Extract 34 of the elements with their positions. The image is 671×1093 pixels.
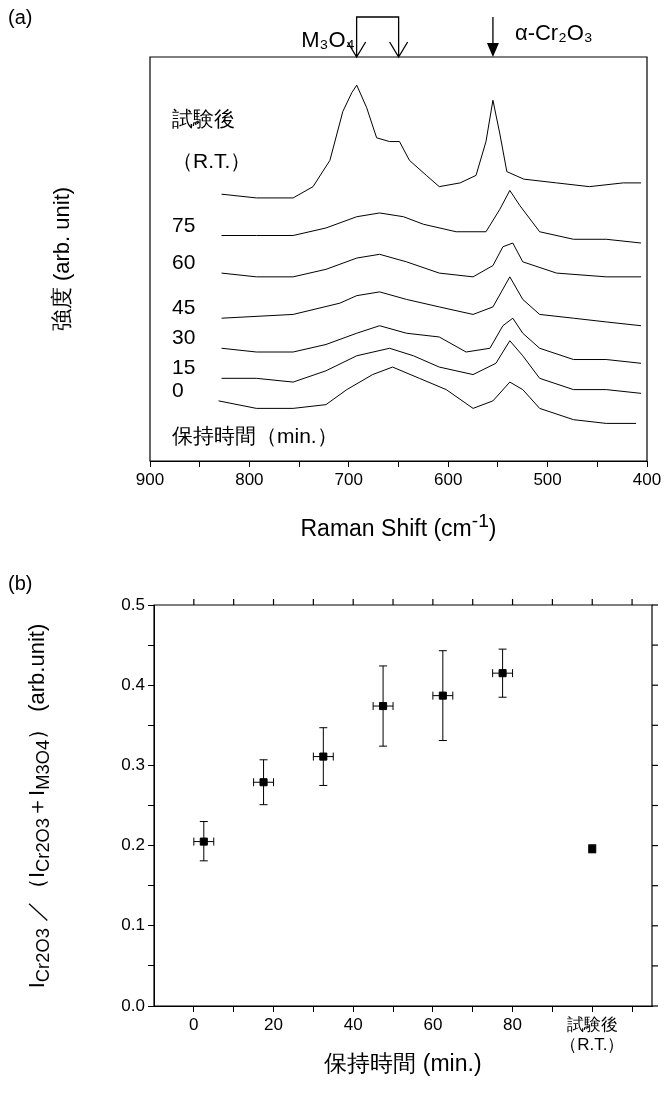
x-tick-label: 0 [189, 1014, 199, 1034]
y-tick-label: 0.1 [121, 915, 145, 935]
series-label: 45 [172, 295, 196, 319]
series-label: 0 [172, 377, 184, 401]
legend-title: 保持時間（min.） [172, 424, 338, 447]
y-tick-label: 0.3 [121, 755, 145, 775]
x-tick-label: 500 [533, 469, 562, 489]
x-tick-label: 800 [235, 469, 264, 489]
series-label: 30 [172, 325, 196, 349]
x-tick-label: 20 [264, 1014, 283, 1034]
y-tick-label: 0.0 [121, 995, 145, 1015]
x-tick-label: 80 [503, 1014, 523, 1034]
series-label: 75 [172, 212, 196, 236]
text: α-Cr₂O₃ [514, 20, 593, 45]
chart-title: (b) [8, 572, 33, 595]
y-tick-label: 0.2 [121, 835, 145, 855]
text: M₃O₄ [301, 27, 355, 52]
y-tick-label: 0.5 [121, 594, 145, 614]
x-tick-label: 40 [343, 1014, 363, 1034]
y-tick-label: 0.4 [121, 674, 145, 694]
x-tick-label: 700 [334, 469, 363, 489]
series-label: 60 [172, 250, 196, 274]
x-tick-label: 400 [632, 469, 662, 489]
series-label: 15 [172, 355, 196, 379]
chart-title: (a) [8, 6, 33, 29]
x-tick-label: 600 [434, 469, 463, 489]
x-axis-title: Raman Shift (cm$^{-1}$) [300, 510, 497, 542]
y-axis-title: 強度 (arb. unit) [48, 186, 75, 332]
x-tick-label: 60 [423, 1014, 443, 1034]
series-label: 試験後（R.T.） [172, 107, 252, 173]
x-axis-title: 保持時間 (min.) [324, 1049, 482, 1078]
x-tick-label: 900 [135, 469, 165, 489]
x-tick-label: 試験後（R.T.） [560, 1014, 625, 1055]
point [319, 752, 328, 761]
